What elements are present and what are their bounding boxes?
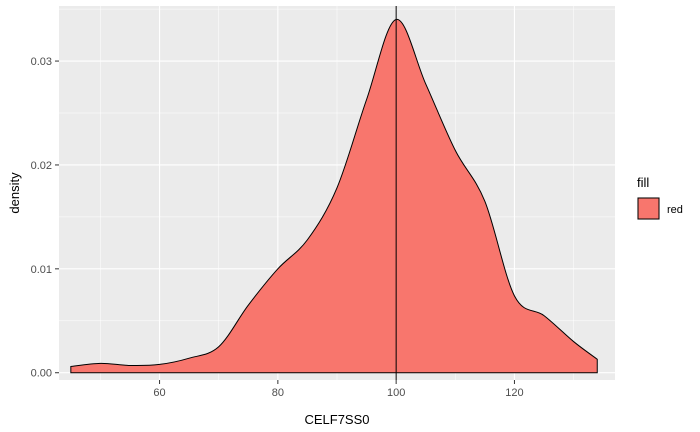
- legend-title: fill: [637, 175, 649, 190]
- legend-label-red: red: [667, 204, 683, 216]
- y-tick-label: 0.00: [31, 368, 52, 380]
- density-area: [70, 19, 598, 374]
- x-tick-label: 80: [272, 387, 284, 399]
- x-tick-label: 120: [505, 387, 523, 399]
- y-tick-label: 0.02: [31, 160, 52, 172]
- y-tick-label: 0.01: [31, 264, 52, 276]
- y-axis-title: density: [7, 172, 22, 214]
- x-axis-ticks: 60 80 100 120: [153, 380, 524, 399]
- y-tick-label: 0.03: [31, 56, 52, 68]
- y-axis-ticks: 0.00 0.01 0.02 0.03: [31, 56, 59, 380]
- legend: fill red: [637, 175, 683, 220]
- x-axis-title: CELF7SS0: [304, 412, 369, 427]
- x-tick-label: 60: [153, 387, 165, 399]
- x-tick-label: 100: [387, 387, 405, 399]
- legend-key-swatch: [637, 197, 660, 220]
